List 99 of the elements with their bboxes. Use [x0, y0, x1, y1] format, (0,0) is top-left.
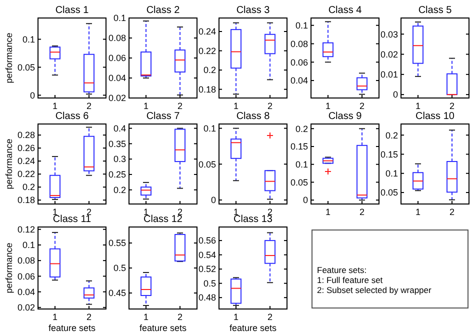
- y-tick-label: 0.1: [295, 160, 308, 170]
- y-tick-label: 0.04: [290, 76, 308, 86]
- y-tick-label: 0.2: [295, 124, 308, 134]
- y-tick-label: 0.08: [17, 256, 35, 266]
- y-tick-label: 0.08: [108, 33, 126, 44]
- text: 2: Subset selected by wrapper: [317, 285, 432, 295]
- y-axis-title: performance: [4, 32, 14, 84]
- y-tick-label: 0.15: [290, 142, 308, 152]
- y-tick-label: 0.52: [198, 264, 216, 274]
- x-tick-label: 1: [143, 312, 149, 322]
- x-axis-title: feature sets: [48, 323, 96, 332]
- x-tick-label: 1: [415, 101, 421, 111]
- x-tick-label: 1: [415, 207, 421, 217]
- y-tick-label: 0.1: [113, 13, 126, 24]
- text: 1: Full feature set: [317, 275, 384, 285]
- chart-title: Class 11: [52, 214, 92, 225]
- y-tick-label: 0.5: [113, 263, 126, 274]
- x-tick-label: 2: [86, 101, 92, 111]
- chart-title: Class 3: [236, 5, 270, 16]
- chart-title: Class 12: [144, 214, 183, 225]
- y-tick-label: 0.26: [17, 143, 35, 154]
- y-tick-label: 0: [30, 90, 35, 100]
- y-tick-label: 0.35: [108, 138, 126, 149]
- y-tick-label: 0.02: [380, 49, 398, 60]
- y-tick-label: 0.4: [113, 123, 126, 134]
- x-axis-title: feature sets: [229, 323, 278, 332]
- x-tick-label: 1: [52, 312, 58, 322]
- y-tick-label: 0.54: [198, 250, 216, 260]
- y-tick-label: 0.04: [108, 73, 126, 84]
- chart-title: Class 7: [146, 111, 180, 122]
- y-tick-label: 0: [392, 90, 398, 100]
- x-tick-label: 2: [267, 101, 273, 111]
- y-tick-label: 0.1: [203, 123, 216, 134]
- chart-title: Class 5: [418, 5, 452, 16]
- y-tick-label: 0.1: [295, 20, 308, 31]
- y-tick-label: 0.05: [380, 188, 398, 198]
- y-tick-label: 0.18: [17, 195, 35, 206]
- chart-title: Class 10: [416, 111, 455, 122]
- y-tick-label: 0.24: [17, 156, 35, 166]
- x-tick-label: 2: [177, 312, 183, 322]
- y-tick-label: 0.3: [113, 154, 126, 164]
- chart-title: Class 6: [55, 111, 90, 122]
- y-tick-label: 0.45: [108, 288, 126, 298]
- y-tick-label: 0.28: [17, 130, 35, 140]
- chart-title: Class 2: [146, 5, 180, 16]
- y-tick-label: 0.25: [108, 170, 126, 180]
- x-axis-title: feature sets: [139, 323, 188, 332]
- x-tick-label: 2: [359, 207, 365, 217]
- y-tick-label: 0.2: [113, 184, 126, 195]
- x-tick-label: 2: [359, 101, 365, 111]
- y-tick-label: 0.06: [290, 57, 308, 68]
- y-tick-label: 0.1: [22, 240, 35, 250]
- y-tick-label: 0.1: [385, 168, 398, 179]
- x-tick-label: 1: [325, 207, 331, 217]
- y-tick-label: 0.05: [290, 177, 308, 188]
- y-tick-label: 0.24: [198, 26, 216, 37]
- x-tick-label: 2: [449, 101, 455, 111]
- chart-title: Class 1: [55, 5, 90, 16]
- y-tick-label: 0.02: [17, 302, 35, 313]
- y-axis-title: performance: [4, 138, 14, 190]
- y-tick-label: 0.55: [108, 238, 126, 248]
- x-tick-label: 2: [267, 312, 273, 322]
- x-tick-label: 2: [177, 101, 183, 111]
- y-tick-label: 0.22: [17, 169, 35, 180]
- chart-title: Class 13: [234, 214, 273, 225]
- y-tick-label: 0.05: [198, 159, 216, 170]
- x-tick-label: 1: [143, 101, 149, 111]
- y-tick-label: 0.01: [380, 70, 398, 80]
- y-axis-title: performance: [4, 242, 14, 294]
- x-tick-label: 2: [86, 312, 92, 322]
- y-tick-label: 0: [210, 195, 216, 206]
- chart-title: Class 9: [328, 111, 362, 122]
- y-tick-label: 0.2: [385, 130, 398, 140]
- y-tick-label: 0.08: [290, 38, 308, 49]
- y-tick-label: 0.03: [380, 29, 398, 40]
- y-tick-label: 0.22: [198, 46, 216, 56]
- y-tick-label: 0.05: [17, 62, 35, 72]
- y-tick-label: 0.2: [22, 182, 35, 192]
- y-tick-label: 0.5: [203, 278, 216, 288]
- y-tick-label: 0.2: [203, 65, 216, 76]
- chart-title: Class 4: [328, 5, 362, 16]
- y-tick-label: 0.48: [198, 292, 216, 303]
- y-tick-label: 0.02: [108, 93, 126, 104]
- chart-title: Class 8: [236, 111, 270, 122]
- y-tick-label: 0.06: [108, 53, 126, 64]
- x-tick-label: 1: [233, 312, 239, 322]
- y-tick-label: 0.18: [198, 84, 216, 94]
- y-tick-label: 0.06: [17, 271, 35, 282]
- x-tick-label: 1: [52, 101, 58, 111]
- x-tick-label: 1: [325, 101, 331, 111]
- text: Feature sets:: [317, 265, 367, 275]
- y-tick-label: 0.12: [17, 224, 35, 234]
- x-tick-label: 2: [449, 207, 455, 217]
- y-tick-label: 0.1: [22, 34, 35, 44]
- x-tick-label: 1: [233, 101, 239, 111]
- y-tick-label: 0.56: [198, 236, 216, 246]
- y-tick-label: 0: [302, 195, 308, 206]
- y-tick-label: 0.04: [17, 286, 35, 297]
- y-tick-label: 0.15: [380, 149, 398, 160]
